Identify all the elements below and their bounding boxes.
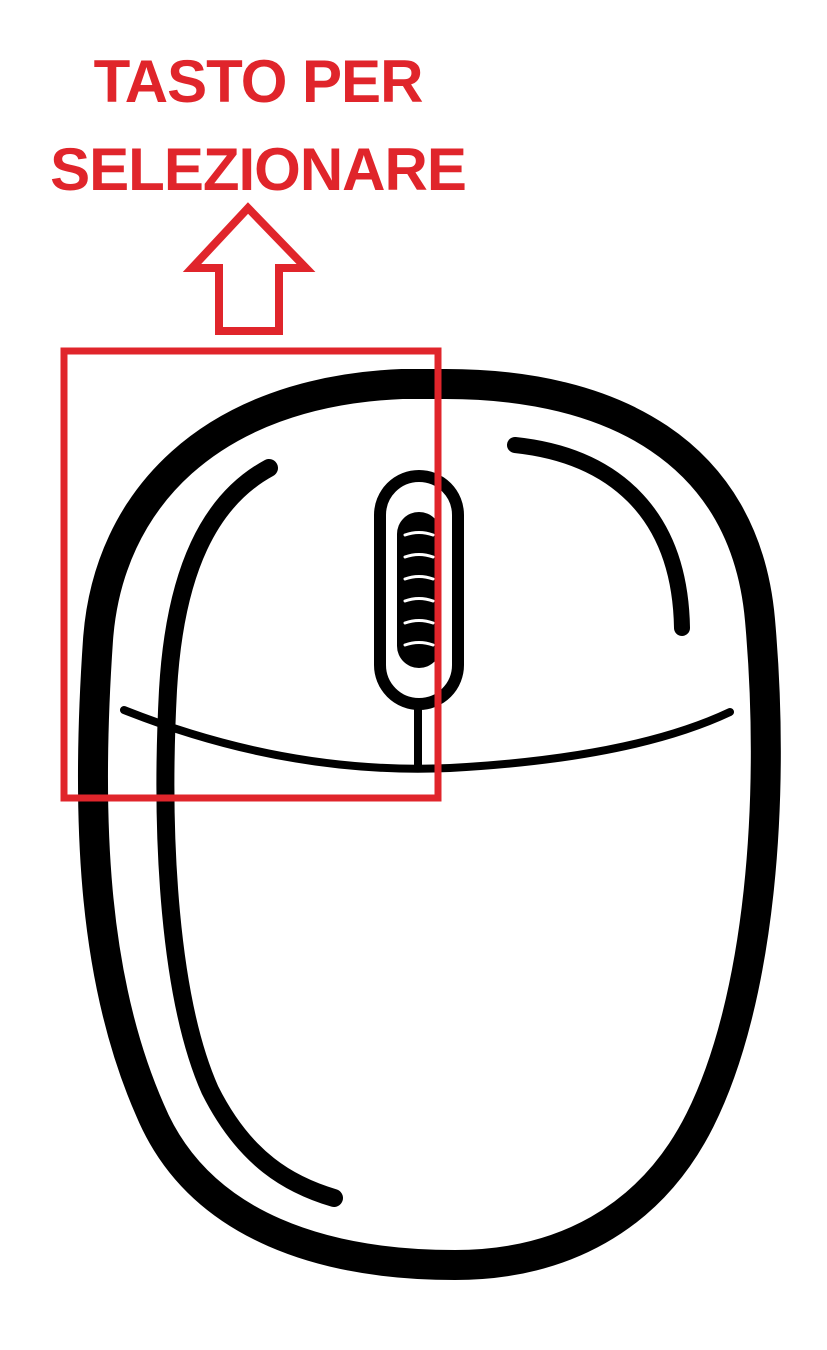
mouse-body-outline: [77, 369, 781, 1280]
left-button-highlight-frame: [60, 347, 442, 802]
mouse-inner-right-arc: [507, 437, 690, 636]
mouse-inner-left-contour: [156, 459, 343, 1207]
scroll-wheel-ridges: [403, 531, 435, 647]
annotation-caption-line-2: SELEZIONARE: [50, 136, 467, 203]
up-arrow-icon: [182, 202, 316, 335]
annotation-caption-line-1: TASTO PER: [93, 48, 424, 115]
button-divider-line: [120, 706, 734, 773]
scroll-wheel: [397, 512, 441, 668]
